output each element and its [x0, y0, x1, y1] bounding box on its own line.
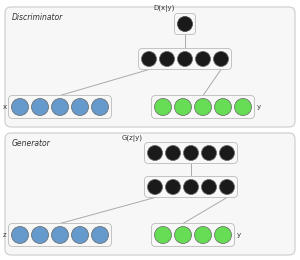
- Circle shape: [11, 99, 28, 115]
- Circle shape: [196, 51, 211, 67]
- Circle shape: [160, 51, 175, 67]
- Circle shape: [52, 226, 68, 244]
- Circle shape: [175, 99, 191, 115]
- FancyBboxPatch shape: [8, 95, 112, 119]
- Circle shape: [32, 226, 49, 244]
- Text: y: y: [236, 232, 241, 238]
- Circle shape: [154, 99, 172, 115]
- FancyBboxPatch shape: [145, 177, 238, 198]
- Circle shape: [142, 51, 157, 67]
- FancyBboxPatch shape: [139, 49, 232, 69]
- FancyBboxPatch shape: [8, 224, 112, 246]
- Circle shape: [202, 146, 217, 160]
- Text: x: x: [2, 104, 7, 110]
- FancyBboxPatch shape: [175, 14, 196, 35]
- Circle shape: [166, 146, 181, 160]
- Text: G(z|y): G(z|y): [122, 134, 142, 141]
- Circle shape: [214, 226, 232, 244]
- Circle shape: [220, 179, 235, 194]
- Circle shape: [52, 99, 68, 115]
- Circle shape: [148, 179, 163, 194]
- Circle shape: [194, 226, 212, 244]
- Circle shape: [235, 99, 251, 115]
- Circle shape: [184, 179, 199, 194]
- Circle shape: [148, 146, 163, 160]
- Circle shape: [178, 51, 193, 67]
- FancyBboxPatch shape: [5, 133, 295, 255]
- Circle shape: [220, 146, 235, 160]
- Circle shape: [154, 226, 172, 244]
- Text: Discriminator: Discriminator: [12, 13, 63, 22]
- Circle shape: [202, 179, 217, 194]
- Text: y: y: [256, 104, 261, 110]
- FancyBboxPatch shape: [152, 224, 235, 246]
- Circle shape: [175, 226, 191, 244]
- Circle shape: [214, 51, 229, 67]
- Circle shape: [92, 99, 109, 115]
- Circle shape: [194, 99, 212, 115]
- Text: Generator: Generator: [12, 139, 51, 148]
- FancyBboxPatch shape: [152, 95, 254, 119]
- FancyBboxPatch shape: [5, 7, 295, 127]
- Circle shape: [71, 99, 88, 115]
- Circle shape: [166, 179, 181, 194]
- FancyBboxPatch shape: [145, 142, 238, 164]
- Circle shape: [71, 226, 88, 244]
- Circle shape: [178, 16, 193, 31]
- Circle shape: [214, 99, 232, 115]
- Circle shape: [11, 226, 28, 244]
- Circle shape: [32, 99, 49, 115]
- Text: z: z: [3, 232, 7, 238]
- Circle shape: [92, 226, 109, 244]
- Text: D(x|y): D(x|y): [153, 5, 175, 12]
- Circle shape: [184, 146, 199, 160]
